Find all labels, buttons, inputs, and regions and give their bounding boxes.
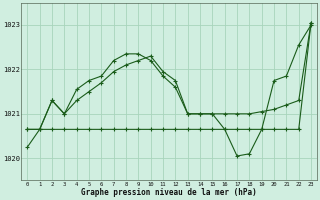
X-axis label: Graphe pression niveau de la mer (hPa): Graphe pression niveau de la mer (hPa) [81, 188, 257, 197]
